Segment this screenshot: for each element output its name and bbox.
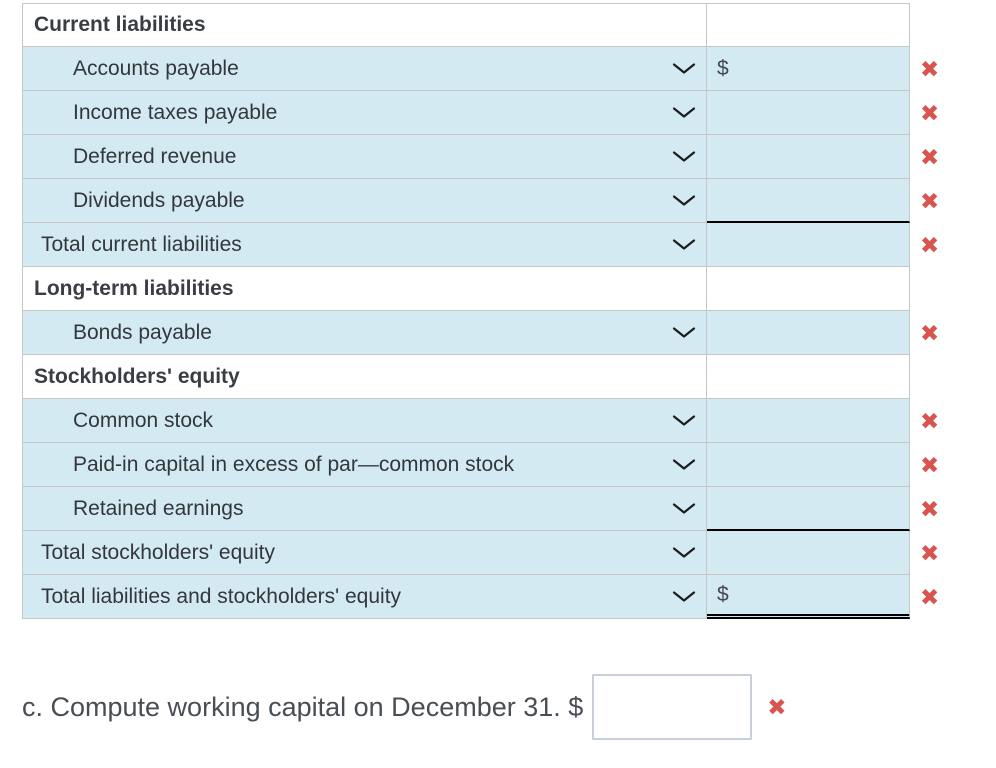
account-select[interactable]: Retained earnings xyxy=(22,487,707,531)
account-select[interactable]: Common stock xyxy=(22,399,707,443)
chevron-down-icon xyxy=(672,326,696,339)
account-label: Total current liabilities xyxy=(41,232,242,256)
account-select[interactable]: Bonds payable xyxy=(22,311,707,355)
empty-cell xyxy=(707,3,910,47)
row-status-slot: ✖ xyxy=(910,443,956,487)
section-header-cell: Stockholders' equity xyxy=(22,355,707,399)
account-label: Total stockholders' equity xyxy=(41,540,275,564)
section-label: Long-term liabilities xyxy=(34,276,234,300)
question-text: c. Compute working capital on December 3… xyxy=(22,691,584,722)
incorrect-icon: ✖ xyxy=(920,407,940,434)
amount-input-cell[interactable] xyxy=(707,179,910,223)
incorrect-icon: ✖ xyxy=(920,143,940,170)
account-label: Deferred revenue xyxy=(73,144,237,168)
amount-input-cell[interactable] xyxy=(707,91,910,135)
table-row: Total current liabilities ✖ xyxy=(22,223,956,267)
amount-input-cell[interactable] xyxy=(707,135,910,179)
row-status-slot: ✖ xyxy=(910,575,956,619)
amount-input-cell[interactable] xyxy=(707,443,910,487)
account-select[interactable]: Paid-in capital in excess of par—common … xyxy=(22,443,707,487)
table-row: Common stock ✖ xyxy=(22,399,956,443)
account-label: Dividends payable xyxy=(73,188,245,212)
account-label: Common stock xyxy=(73,408,214,432)
row-status-slot: ✖ xyxy=(910,487,956,531)
amount-input-cell[interactable]: $ xyxy=(707,47,910,91)
table-row: Bonds payable ✖ xyxy=(22,311,956,355)
empty-cell xyxy=(707,267,910,311)
table-row: Dividends payable ✖ xyxy=(22,179,956,223)
account-label: Income taxes payable xyxy=(73,100,278,124)
amount-input-cell[interactable] xyxy=(707,311,910,355)
incorrect-icon: ✖ xyxy=(920,451,940,478)
row-status-slot: ✖ xyxy=(910,311,956,355)
section-header-cell: Long-term liabilities xyxy=(22,267,707,311)
account-label: Accounts payable xyxy=(73,56,239,80)
chevron-down-icon xyxy=(672,106,696,119)
amount-input-cell[interactable] xyxy=(707,399,910,443)
account-label: Bonds payable xyxy=(73,320,212,344)
account-select[interactable]: Deferred revenue xyxy=(22,135,707,179)
table-row: Retained earnings ✖ xyxy=(22,487,956,531)
amount-input-cell[interactable]: $ xyxy=(707,575,910,619)
row-status-slot xyxy=(910,267,956,311)
table-row: Long-term liabilities xyxy=(22,267,956,311)
chevron-down-icon xyxy=(672,150,696,163)
account-label: Retained earnings xyxy=(73,496,244,520)
currency-symbol: $ xyxy=(717,582,729,606)
table-row: Total stockholders' equity ✖ xyxy=(22,531,956,575)
row-status-slot: ✖ xyxy=(910,179,956,223)
row-status-slot: ✖ xyxy=(910,531,956,575)
table-row: Total liabilities and stockholders' equi… xyxy=(22,575,956,619)
row-status-slot: ✖ xyxy=(910,223,956,267)
chevron-down-icon xyxy=(672,546,696,559)
balance-sheet-table: Current liabilities Accounts payable $ ✖ Inc… xyxy=(22,3,956,619)
incorrect-icon: ✖ xyxy=(920,187,940,214)
account-select[interactable]: Total liabilities and stockholders' equi… xyxy=(22,575,707,619)
account-select[interactable]: Total stockholders' equity xyxy=(22,531,707,575)
row-status-slot xyxy=(910,3,956,47)
chevron-down-icon xyxy=(672,590,696,603)
chevron-down-icon xyxy=(672,502,696,515)
account-label: Paid-in capital in excess of par—common … xyxy=(73,452,515,476)
chevron-down-icon xyxy=(672,458,696,471)
account-select[interactable]: Total current liabilities xyxy=(22,223,707,267)
chevron-down-icon xyxy=(672,238,696,251)
incorrect-icon: ✖ xyxy=(920,99,940,126)
amount-input-cell[interactable] xyxy=(707,223,910,267)
section-label: Current liabilities xyxy=(34,13,206,36)
amount-input-cell[interactable] xyxy=(707,531,910,575)
working-capital-input[interactable] xyxy=(592,674,753,740)
account-label: Total liabilities and stockholders' equi… xyxy=(41,584,402,608)
empty-cell xyxy=(707,355,910,399)
incorrect-icon: ✖ xyxy=(920,583,940,610)
chevron-down-icon xyxy=(672,62,696,75)
table-row: Stockholders' equity xyxy=(22,355,956,399)
question-row: c. Compute working capital on December 3… xyxy=(22,674,787,740)
table-row: Accounts payable $ ✖ xyxy=(22,47,956,91)
incorrect-icon: ✖ xyxy=(920,319,940,346)
row-status-slot: ✖ xyxy=(910,399,956,443)
table-row: Deferred revenue ✖ xyxy=(22,135,956,179)
currency-symbol: $ xyxy=(717,56,729,80)
row-status-slot: ✖ xyxy=(910,135,956,179)
account-select[interactable]: Income taxes payable xyxy=(22,91,707,135)
account-select[interactable]: Accounts payable xyxy=(22,47,707,91)
section-header-cell: Current liabilities xyxy=(22,3,707,47)
table-row: Paid-in capital in excess of par—common … xyxy=(22,443,956,487)
chevron-down-icon xyxy=(672,414,696,427)
row-status-slot xyxy=(910,355,956,399)
amount-input-cell[interactable] xyxy=(707,487,910,531)
incorrect-icon: ✖ xyxy=(920,55,940,82)
incorrect-icon: ✖ xyxy=(767,693,787,720)
incorrect-icon: ✖ xyxy=(920,495,940,522)
account-select[interactable]: Dividends payable xyxy=(22,179,707,223)
section-label: Stockholders' equity xyxy=(34,364,240,388)
table-row: Current liabilities xyxy=(22,3,956,47)
incorrect-icon: ✖ xyxy=(920,539,940,566)
row-status-slot: ✖ xyxy=(910,47,956,91)
chevron-down-icon xyxy=(672,194,696,207)
row-status-slot: ✖ xyxy=(910,91,956,135)
incorrect-icon: ✖ xyxy=(920,231,940,258)
table-row: Income taxes payable ✖ xyxy=(22,91,956,135)
